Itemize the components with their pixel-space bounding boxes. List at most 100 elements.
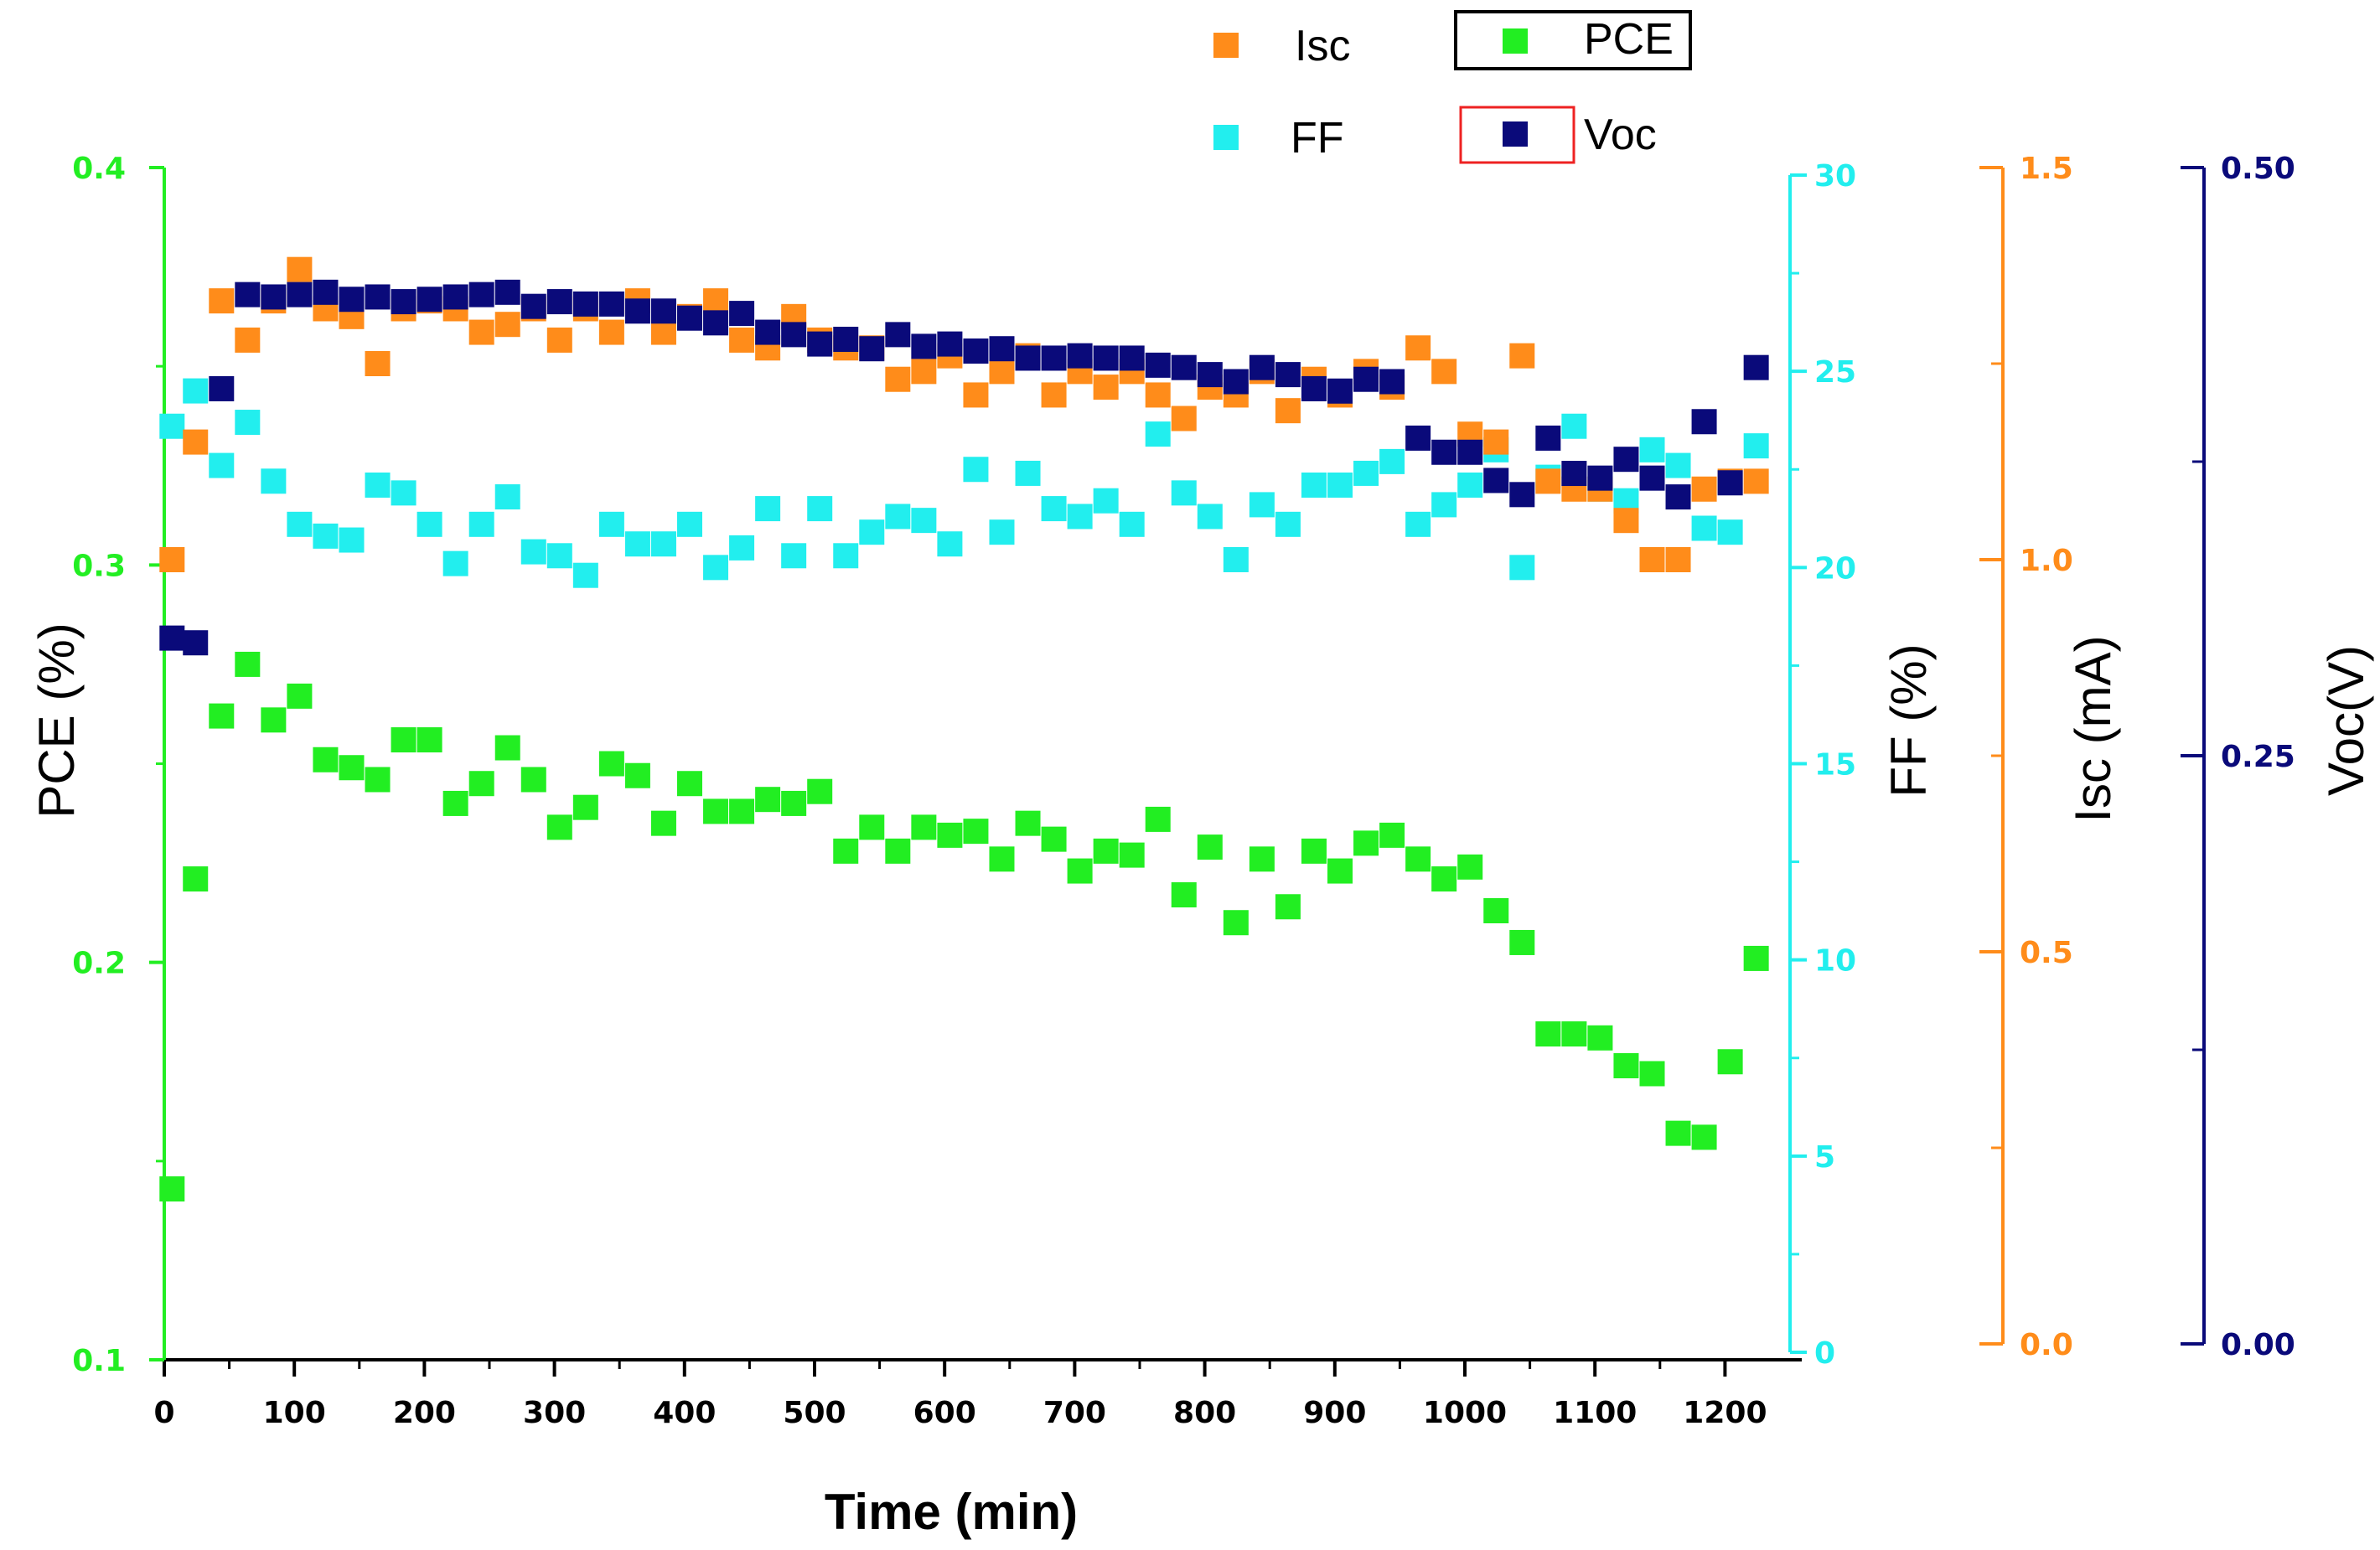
isc-point [1639,547,1665,572]
ff-ticks: 0 5 10 15 20 25 30 [1790,159,1856,1371]
isc-point [183,429,209,455]
pce-point [1509,929,1535,955]
pce-tick-label: 0.4 [72,152,126,186]
voc-point [1119,345,1145,371]
x-tick-label: 700 [1043,1396,1106,1430]
isc-ticks: 0.0 0.5 1.0 1.5 [1979,152,2073,1362]
x-axis-title: Time (min) [825,1484,1078,1540]
pce-point [416,727,442,753]
pce-tick-label: 0.3 [72,549,126,583]
voc-point [703,310,729,336]
voc-point [1405,425,1431,451]
pce-point [1587,1025,1613,1051]
ff-point [1197,504,1223,530]
ff-point [1093,488,1119,514]
voc-point [520,293,546,319]
pce-point [546,814,572,840]
pce-point [1301,838,1327,864]
voc-point [416,287,442,313]
voc-point [159,625,185,651]
voc-point [911,333,937,359]
pce-point [911,814,937,840]
voc-point [755,319,781,345]
isc-point [703,288,729,314]
voc-point [989,336,1015,362]
ff-point [1717,519,1743,545]
ff-point [209,452,235,478]
isc-axis-title: Isc (mA) [2065,635,2121,822]
isc-tick-label: 1.5 [2020,152,2073,186]
ff-point [1405,511,1431,537]
voc-point [650,298,676,324]
ff-point [468,511,494,537]
x-tick-label: 0 [153,1396,174,1430]
isc-point [885,366,911,392]
voc-point [365,284,391,310]
pce-point [1275,894,1301,920]
isc-point [1431,359,1457,385]
ff-tick-label: 10 [1814,944,1856,979]
voc-point [1587,465,1613,491]
pce-point [1223,910,1249,936]
voc-point [1639,465,1665,491]
voc-point [1717,470,1743,496]
isc-point [494,312,520,338]
ff-point [313,523,339,549]
pce-tick-label: 0.1 [72,1344,126,1378]
ff-point [937,531,963,557]
x-tick-label: 1000 [1423,1396,1507,1430]
legend-label-isc: Isc [1295,22,1350,70]
isc-point [159,547,185,572]
voc-point [1353,366,1379,392]
voc-point [1197,362,1223,388]
pce-point [520,767,546,793]
voc-point [833,326,859,352]
ff-point [650,531,676,557]
x-tick-label: 200 [393,1396,456,1430]
ff-point [1119,511,1145,537]
voc-point [1431,439,1457,465]
voc-point [1561,461,1587,487]
x-tick-label: 1200 [1683,1396,1767,1430]
pce-point [1431,866,1457,892]
voc-point [1223,369,1249,395]
pce-point [313,747,339,772]
isc-point [1691,476,1717,502]
pce-point [1197,834,1223,860]
legend-marker-pce [1503,28,1528,54]
ff-point [1561,413,1587,439]
pce-point [755,787,781,813]
pce-point [209,703,235,729]
voc-point [1665,484,1691,510]
pce-point [1093,838,1119,864]
ff-point [1665,452,1691,478]
voc-point [677,305,703,331]
voc-tick-label: 0.25 [2221,740,2295,774]
voc-point [1613,447,1639,473]
ff-point [1145,421,1171,447]
voc-point [1145,352,1171,378]
ff-point [1457,472,1483,498]
isc-point [287,256,313,282]
ff-point [1639,437,1665,462]
voc-point [546,289,572,315]
voc-point [442,284,468,310]
ff-tick-label: 0 [1814,1336,1835,1371]
ff-point [859,519,885,545]
legend-box-pce [1454,10,1692,70]
pce-point [1717,1049,1743,1075]
pce-point [937,822,963,848]
voc-point [287,282,313,307]
pce-point [703,798,729,824]
pce-point [1639,1061,1665,1087]
voc-point [339,287,365,313]
voc-point [1171,354,1197,380]
voc-point [1691,409,1717,435]
legend-marker-ff [1213,125,1239,150]
voc-point [391,289,416,315]
pce-point [859,814,885,840]
voc-point [1743,354,1769,380]
pce-point [624,762,650,788]
x-tick-label: 900 [1303,1396,1366,1430]
